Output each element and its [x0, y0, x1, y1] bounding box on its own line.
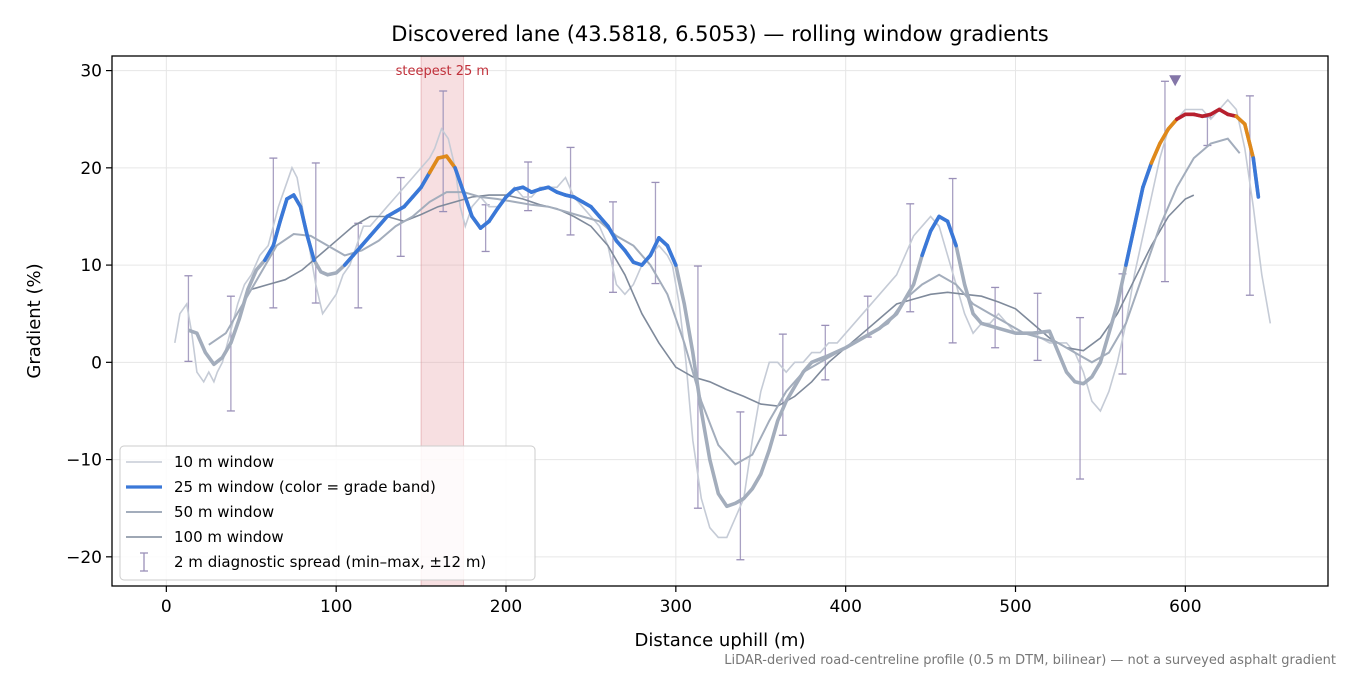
series-25m-segment	[589, 204, 602, 219]
y-tick-label: 30	[80, 62, 102, 82]
y-tick-label: 10	[80, 256, 102, 276]
legend-item: 10 m window	[126, 453, 274, 471]
legend-item: 50 m window	[126, 503, 274, 521]
series-25m-segment	[1149, 141, 1162, 165]
y-tick-label: 0	[91, 353, 102, 373]
footnote: LiDAR-derived road-centreline profile (0…	[724, 653, 1336, 668]
series-25m-segment	[376, 214, 389, 228]
chart-title: Discovered lane (43.5818, 6.5053) — roll…	[391, 22, 1048, 46]
series-group	[174, 80, 1272, 561]
series-25m-segment	[368, 224, 381, 238]
series-25m-segment	[1141, 161, 1154, 190]
y-axis-label: Gradient (%)	[24, 263, 45, 378]
series-25m-segment	[920, 229, 933, 258]
series-25m-segment	[1242, 122, 1256, 160]
error-bar	[1076, 316, 1085, 480]
y-tick-label: 20	[80, 159, 102, 179]
legend-box	[119, 445, 536, 581]
plot-frame	[111, 55, 1329, 587]
plot-area: steepest 25 m 0 100 200 300 400 500 600 −20 −10 0 1…	[66, 55, 1329, 617]
series-25m-segment	[945, 219, 958, 248]
error-bar	[778, 333, 787, 436]
legend-label: 50 m window	[174, 503, 274, 521]
series-25m-segment	[504, 187, 517, 199]
series-25m-segment	[419, 170, 432, 190]
series-25m-segment	[1132, 185, 1145, 228]
legend-label: 25 m window (color = grade band)	[174, 478, 436, 496]
legend-label: 2 m diagnostic spread (min–max, ±12 m)	[174, 553, 486, 571]
legend: 10 m window 25 m window (color = grade ba…	[119, 445, 536, 581]
series-25m-segment	[657, 236, 670, 248]
error-bar	[736, 411, 745, 561]
series-25m-segment	[640, 253, 653, 267]
series-25m-segment	[453, 166, 466, 194]
series-25m-segment	[1251, 156, 1261, 199]
error-bar	[311, 162, 320, 304]
series-25m-segment	[597, 214, 610, 228]
series-25m-segment	[1234, 114, 1247, 126]
legend-label: 100 m window	[174, 528, 284, 546]
steepest-band-label: steepest 25 m	[396, 64, 489, 79]
x-tick-label: 0	[161, 597, 172, 617]
series-25m-segment	[648, 236, 661, 258]
series-25m-segment	[665, 243, 678, 267]
series-25m-segment	[291, 193, 303, 209]
legend-item: 25 m window (color = grade band)	[126, 478, 436, 496]
series-100m-line	[251, 194, 1195, 407]
error-bar	[184, 275, 193, 363]
x-tick-label: 300	[660, 597, 692, 617]
x-tick-label: 600	[1169, 597, 1201, 617]
series-50m-line	[208, 137, 1241, 466]
series-25m-segment	[623, 248, 636, 264]
series-25m-segment	[470, 214, 483, 230]
error-bar	[396, 176, 405, 257]
series-25m-segment	[444, 154, 457, 170]
series-25m-segment	[410, 185, 423, 199]
series-25m-segment	[359, 234, 372, 248]
series-25m-segment	[263, 243, 276, 263]
x-tick-label: 100	[320, 597, 352, 617]
series-25m-segment	[278, 197, 289, 224]
series-25m-segment	[478, 219, 491, 230]
series-25m-segment	[606, 224, 619, 243]
series-25m-segment	[427, 156, 440, 175]
peak-marker	[1169, 75, 1182, 87]
series-25m-segment	[928, 214, 941, 233]
error-bar	[439, 90, 448, 213]
error-bar	[821, 324, 830, 381]
series-25m-segment	[1158, 127, 1171, 146]
x-axis-label: Distance uphill (m)	[635, 630, 806, 651]
y-tick-label: −20	[66, 548, 102, 568]
x-tick-label: 400	[829, 597, 861, 617]
error-bar	[948, 177, 957, 344]
series-25m-segment	[614, 238, 627, 253]
series-25m-segment	[298, 204, 310, 238]
error-bar	[1245, 95, 1254, 296]
series-25m-segment	[351, 243, 364, 258]
series-25m-segment	[487, 206, 500, 224]
error-bar	[1160, 80, 1169, 283]
series-25m-segment	[305, 234, 316, 263]
error-bar	[524, 161, 533, 212]
series-25m-segment	[1124, 224, 1137, 267]
error-bar	[651, 181, 660, 285]
legend-label: 10 m window	[174, 453, 274, 471]
legend-item: 100 m window	[126, 528, 284, 546]
y-tick-label: −10	[66, 451, 102, 471]
error-bar	[609, 201, 618, 293]
series-25m-segment	[271, 219, 282, 248]
series-25m-segment	[495, 195, 508, 211]
series-25m-segment	[402, 195, 415, 209]
series-25m-segment	[342, 253, 355, 267]
x-tick-label: 500	[999, 597, 1031, 617]
legend-item: 2 m diagnostic spread (min–max, ±12 m)	[140, 552, 486, 572]
error-bar	[226, 295, 235, 412]
x-tick-label: 200	[490, 597, 522, 617]
series-25m-segment	[461, 190, 474, 219]
error-bar	[1203, 116, 1212, 147]
series-25m-segment	[1166, 117, 1179, 131]
